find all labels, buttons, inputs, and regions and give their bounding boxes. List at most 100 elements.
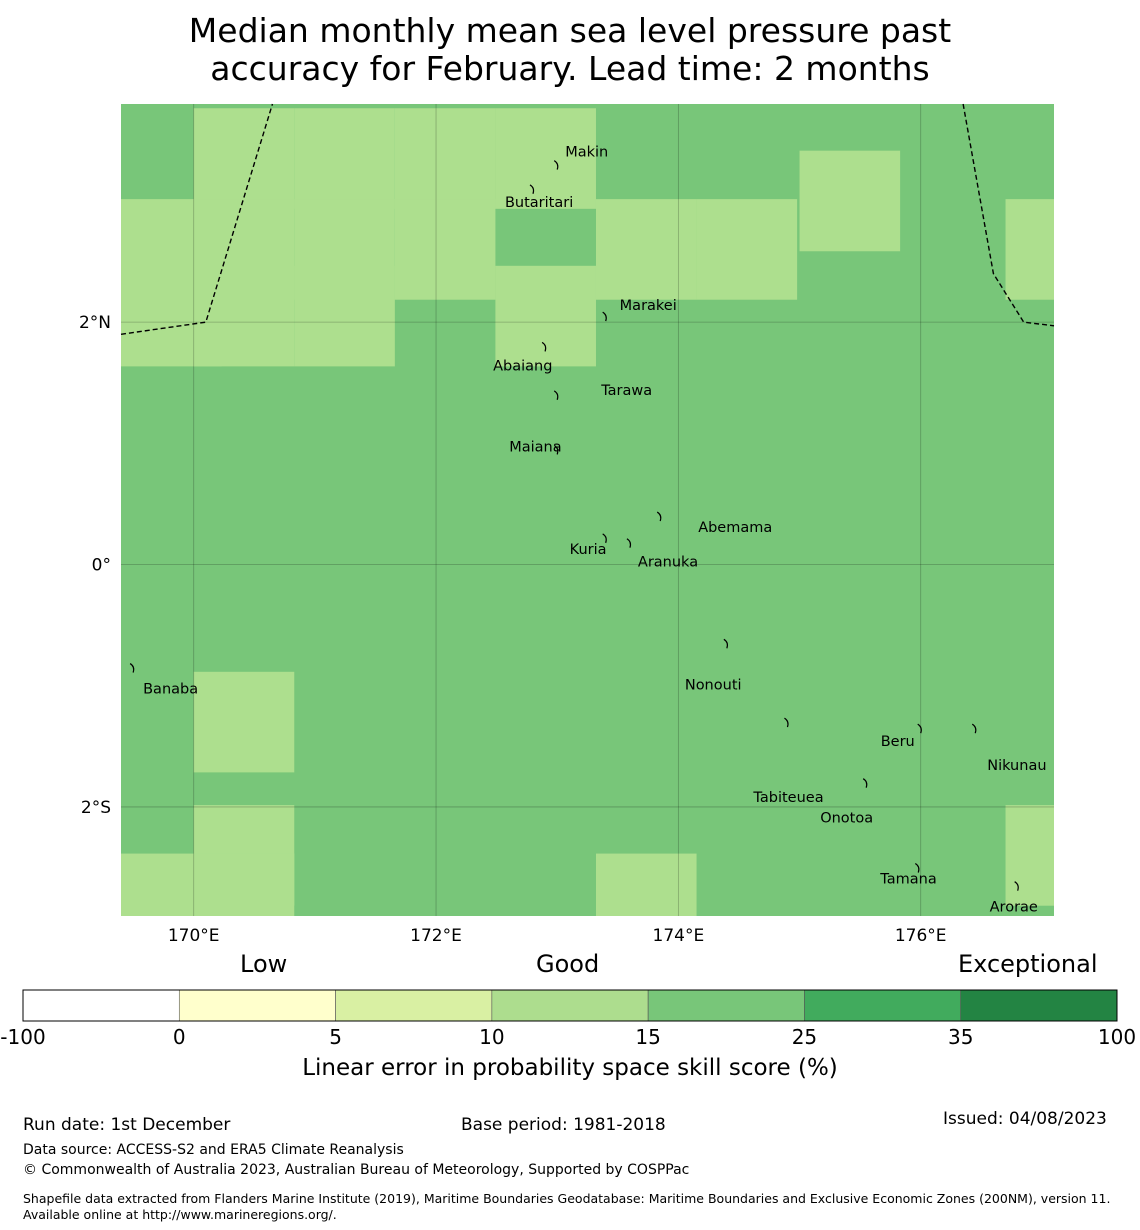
island-arorae: Arorae bbox=[990, 881, 1038, 916]
lon-tick-label: 174°E bbox=[653, 926, 705, 946]
island-outline bbox=[541, 341, 547, 352]
lat-tick-label: 0° bbox=[92, 556, 111, 576]
lon-tick-label: 172°E bbox=[410, 926, 462, 946]
island-outline bbox=[129, 663, 135, 673]
map-axes: 170°E 172°E 174°E 176°E 2°N 0° 2°S bbox=[79, 313, 947, 946]
colorbar-label: Linear error in probability space skill … bbox=[302, 1055, 838, 1081]
skill-cell bbox=[394, 199, 496, 300]
island-beru: Beru bbox=[881, 723, 922, 750]
island-onotoa: Onotoa bbox=[820, 778, 873, 827]
issued-date: Issued: 04/08/2023 bbox=[943, 1109, 1107, 1129]
island-label: Makin bbox=[565, 145, 608, 161]
colorbar-tick-label: 35 bbox=[947, 1025, 974, 1049]
island-label: Tabiteuea bbox=[752, 790, 823, 806]
skill-cell bbox=[495, 108, 596, 209]
colorbar-segment bbox=[960, 989, 1118, 1022]
colorbar bbox=[22, 989, 1118, 1022]
island-kuria: Kuria bbox=[570, 533, 607, 558]
colorbar-tick-label: 0 bbox=[172, 1025, 186, 1049]
data-source: Data source: ACCESS-S2 and ERA5 Climate … bbox=[23, 1142, 404, 1158]
map-title: Median monthly mean sea level pressure p… bbox=[0, 12, 1140, 88]
lat-tick-label: 2°S bbox=[81, 798, 111, 818]
colorbar-segment bbox=[804, 989, 962, 1022]
base-period: Base period: 1981-2018 bbox=[461, 1115, 666, 1135]
graticule bbox=[121, 104, 1054, 916]
island-nikunau: Nikunau bbox=[971, 723, 1047, 774]
map-panel: Makin Butaritari Marakei Abaiang Tarawa Maian… bbox=[120, 103, 1055, 916]
island-outline bbox=[917, 723, 922, 734]
island-banaba: Banaba bbox=[129, 663, 198, 698]
island-markers: Makin Butaritari Marakei Abaiang Tarawa Maian… bbox=[129, 145, 1047, 916]
colorbar-tick-label: 5 bbox=[329, 1025, 342, 1049]
colorbar-tick-label: 15 bbox=[635, 1025, 661, 1049]
island-label: Nikunau bbox=[987, 758, 1046, 774]
colorbar-segment bbox=[335, 989, 493, 1022]
skill-cell bbox=[193, 108, 295, 209]
island-outline bbox=[553, 444, 559, 455]
island-label: Aranuka bbox=[638, 555, 698, 571]
island-outline bbox=[971, 723, 977, 734]
island-label: Maiana bbox=[509, 439, 561, 455]
island-marakei: Marakei bbox=[602, 298, 677, 322]
island-tabiteuea: Tabiteuea bbox=[752, 717, 824, 806]
island-label: Tamana bbox=[879, 872, 936, 888]
colorbar-tick-label: 25 bbox=[791, 1025, 818, 1049]
eez-boundary-west bbox=[120, 103, 274, 335]
island-butaritari: Butaritari bbox=[505, 184, 573, 211]
island-outline bbox=[656, 511, 662, 522]
skill-grid-cells bbox=[121, 108, 1054, 916]
island-outline bbox=[553, 160, 559, 170]
skill-cell bbox=[394, 108, 496, 209]
island-outline bbox=[529, 184, 535, 195]
island-outline bbox=[553, 390, 559, 401]
copyright: © Commonwealth of Australia 2023, Austra… bbox=[23, 1162, 690, 1178]
lon-tick-label: 170°E bbox=[168, 926, 220, 946]
island-outline bbox=[626, 538, 632, 548]
skill-cell bbox=[595, 199, 697, 300]
skill-cell bbox=[696, 199, 798, 300]
shapefile-credit: Shapefile data extracted from Flanders M… bbox=[23, 1191, 1111, 1222]
skill-cell bbox=[294, 108, 395, 209]
island-aranuka: Aranuka bbox=[626, 538, 698, 571]
island-makin: Makin bbox=[553, 145, 608, 170]
skill-cell bbox=[595, 853, 697, 916]
colorbar-tick-label: -100 bbox=[0, 1025, 46, 1049]
colorbar-tick-label: 100 bbox=[1097, 1025, 1137, 1049]
island-outline bbox=[602, 533, 607, 544]
lat-tick-label: 2°N bbox=[79, 313, 111, 333]
island-abaiang: Abaiang bbox=[493, 341, 552, 374]
island-outline bbox=[1014, 881, 1019, 891]
colorbar-heading-low: Low bbox=[240, 950, 288, 978]
title-line-1: Median monthly mean sea level pressure p… bbox=[188, 11, 952, 50]
island-outline bbox=[862, 778, 868, 788]
eez-boundaries bbox=[120, 103, 1055, 335]
skill-cell bbox=[294, 265, 395, 367]
run-date: Run date: 1st December bbox=[23, 1115, 231, 1135]
island-outline bbox=[602, 311, 607, 322]
island-label: Kuria bbox=[570, 542, 607, 558]
colorbar-segment bbox=[647, 989, 805, 1022]
island-tarawa: Tarawa bbox=[553, 383, 652, 401]
colorbar-heading-good: Good bbox=[536, 950, 600, 978]
skill-cell bbox=[193, 671, 295, 773]
colorbar-tick-label: 10 bbox=[479, 1025, 505, 1049]
skill-cell bbox=[799, 150, 901, 252]
island-label: Banaba bbox=[143, 682, 198, 698]
island-label: Onotoa bbox=[820, 811, 873, 827]
colorbar-frame bbox=[22, 989, 1118, 1022]
skill-cell bbox=[1005, 199, 1054, 300]
colorbar-heading-exceptional: Exceptional bbox=[958, 950, 1098, 978]
island-label: Abaiang bbox=[493, 358, 552, 374]
island-label: Beru bbox=[881, 734, 915, 750]
skill-cell bbox=[1005, 805, 1054, 906]
island-abemama: Abemama bbox=[656, 511, 772, 536]
eez-boundary-east bbox=[962, 103, 1055, 327]
title-line-2: accuracy for February. Lead time: 2 mont… bbox=[210, 49, 930, 88]
island-label: Tarawa bbox=[600, 383, 652, 399]
skill-cell bbox=[193, 853, 295, 916]
skill-cell bbox=[193, 265, 295, 367]
island-label: Nonouti bbox=[685, 677, 742, 693]
island-label: Butaritari bbox=[505, 195, 573, 211]
island-label: Arorae bbox=[990, 900, 1038, 916]
